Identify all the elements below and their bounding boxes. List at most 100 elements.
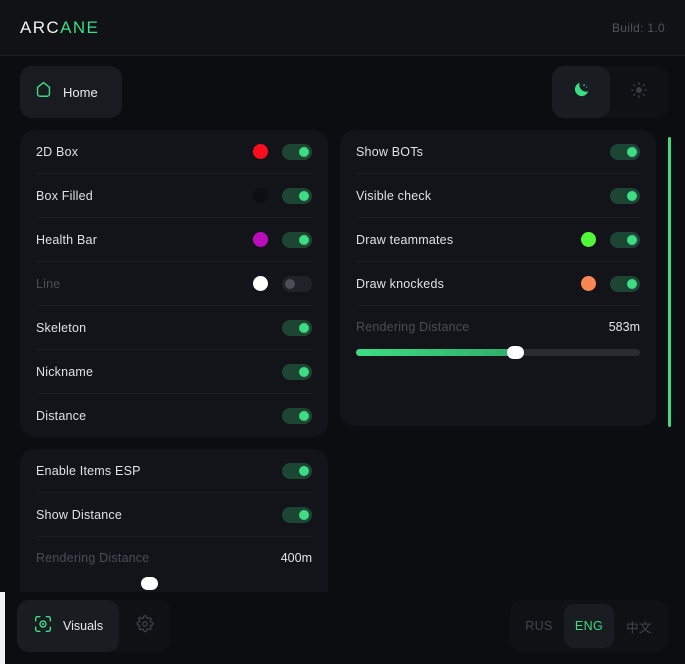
setting-toggle[interactable] (282, 319, 312, 336)
app-logo: ARCANE (20, 18, 99, 38)
slider-rendering-distance-items: Rendering Distance 400m (36, 537, 312, 590)
setting-row-show-bots[interactable]: Show BOTs (356, 130, 640, 174)
toggle-knob (299, 509, 309, 520)
slider-value: 583m (608, 320, 640, 334)
setting-label: Nickname (36, 364, 94, 379)
setting-row-health-bar[interactable]: Health Bar (36, 218, 312, 262)
setting-label: Box Filled (36, 188, 93, 203)
setting-row-box-filled[interactable]: Box Filled (36, 174, 312, 218)
content-topbar: Home (0, 56, 685, 132)
setting-toggle[interactable] (282, 462, 312, 479)
window-edge-artifact (0, 592, 5, 664)
color-swatch[interactable] (581, 232, 596, 247)
setting-label: Distance (36, 409, 87, 423)
setting-label: Skeleton (36, 320, 87, 335)
app-footer: Visuals RUS ENG 中文 (0, 592, 685, 664)
setting-toggle[interactable] (282, 231, 312, 248)
setting-row-distance[interactable]: Distance (36, 394, 312, 438)
setting-label: Health Bar (36, 232, 98, 247)
toggle-knob (285, 278, 295, 289)
slider-track[interactable] (356, 346, 640, 359)
setting-row-draw-knockeds[interactable]: Draw knockeds (356, 262, 640, 306)
lang-button-rus[interactable]: RUS (525, 619, 553, 633)
panel-enemy-esp: Show BOTs Visible check Draw teammates D… (340, 130, 656, 426)
toggle-knob (299, 366, 309, 377)
color-swatch[interactable] (581, 276, 596, 291)
setting-toggle[interactable] (282, 187, 312, 204)
slider-thumb[interactable] (507, 346, 525, 359)
setting-label: Enable Items ESP (36, 463, 141, 478)
logo-text-accent: ANE (60, 17, 100, 37)
setting-toggle[interactable] (610, 187, 640, 204)
slider-label: Rendering Distance (36, 551, 150, 565)
slider-thumb[interactable] (141, 577, 159, 590)
setting-label: Show Distance (36, 507, 122, 522)
content-area: Home (0, 56, 685, 639)
setting-toggle[interactable] (610, 275, 640, 292)
app-header: ARCANE Build: 1.0 (0, 0, 685, 56)
setting-label: Show BOTs (356, 144, 424, 159)
toggle-knob (627, 190, 637, 201)
setting-row-nickname[interactable]: Nickname (36, 350, 312, 394)
nav-item-visuals-label: Visuals (63, 619, 104, 633)
setting-row-draw-teammates[interactable]: Draw teammates (356, 218, 640, 262)
slider-fill (36, 580, 149, 587)
pentagon-home-icon (34, 80, 53, 104)
setting-row-visible-check[interactable]: Visible check (356, 174, 640, 218)
setting-label: Line (36, 276, 61, 291)
sun-icon (630, 81, 648, 104)
setting-toggle[interactable] (282, 275, 312, 292)
toggle-knob (627, 146, 637, 157)
slider-header: Rendering Distance 400m (36, 548, 312, 568)
slider-fill (356, 349, 516, 356)
theme-light-button[interactable] (610, 66, 668, 118)
scrollbar-thumb[interactable] (668, 137, 671, 427)
toggle-knob (299, 411, 309, 421)
setting-label: Visible check (356, 188, 432, 203)
setting-label: Draw knockeds (356, 276, 445, 291)
setting-toggle[interactable] (282, 143, 312, 160)
setting-toggle[interactable] (610, 143, 640, 160)
nav-item-visuals[interactable]: Visuals (17, 600, 120, 652)
gear-icon (136, 614, 154, 638)
moon-icon (572, 80, 591, 104)
toggle-knob (299, 190, 309, 201)
slider-rendering-distance-enemy: Rendering Distance 583m (356, 306, 640, 359)
setting-row-enable-items-esp[interactable]: Enable Items ESP (36, 449, 312, 493)
panel-player-esp: 2D Box Box Filled Health Bar Line Skelet (20, 130, 328, 437)
toggle-knob (299, 322, 309, 333)
color-swatch[interactable] (253, 232, 268, 247)
content-scrollbar[interactable] (668, 137, 671, 427)
setting-toggle[interactable] (610, 231, 640, 248)
color-swatch[interactable] (253, 188, 268, 203)
slider-track[interactable] (36, 577, 312, 590)
nav-item-settings[interactable] (119, 600, 171, 652)
toggle-knob (299, 234, 309, 245)
slider-label: Rendering Distance (356, 320, 470, 334)
logo-text-primary: ARC (20, 17, 61, 37)
theme-dark-button[interactable] (552, 66, 610, 118)
footer-nav: Visuals (17, 600, 172, 652)
color-swatch[interactable] (253, 144, 268, 159)
lang-button-zho[interactable]: 中文 (626, 620, 652, 635)
tab-home[interactable]: Home (20, 66, 122, 118)
color-swatch[interactable] (253, 276, 268, 291)
theme-switcher (552, 66, 668, 118)
setting-toggle[interactable] (282, 363, 312, 380)
slider-value: 400m (280, 551, 312, 565)
slider-header: Rendering Distance 583m (356, 317, 640, 337)
toggle-knob (627, 278, 637, 289)
language-switcher: RUS ENG 中文 (510, 600, 668, 652)
setting-row-line[interactable]: Line (36, 262, 312, 306)
setting-row-show-distance[interactable]: Show Distance (36, 493, 312, 537)
scan-eye-icon (33, 614, 53, 639)
lang-button-eng[interactable]: ENG (564, 604, 614, 648)
setting-row-skeleton[interactable]: Skeleton (36, 306, 312, 350)
setting-row-2d-box[interactable]: 2D Box (36, 130, 312, 174)
tab-home-label: Home (63, 84, 98, 100)
setting-toggle[interactable] (282, 506, 312, 523)
setting-toggle[interactable] (282, 408, 312, 424)
toggle-knob (299, 146, 309, 157)
setting-label: 2D Box (36, 144, 79, 159)
